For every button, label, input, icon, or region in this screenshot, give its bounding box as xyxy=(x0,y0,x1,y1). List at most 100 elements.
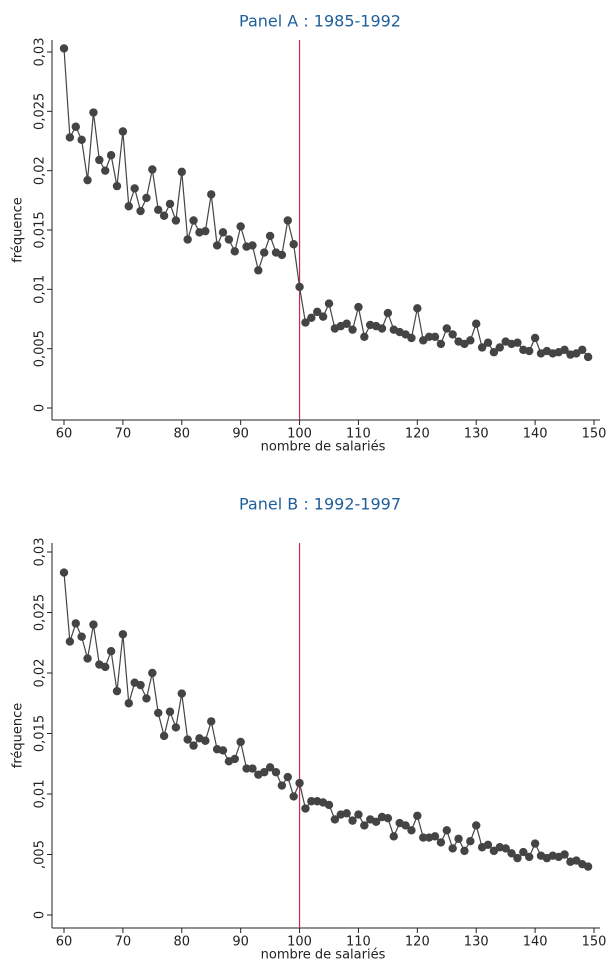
data-point xyxy=(348,325,357,334)
y-tick-label: 0,005 xyxy=(33,330,48,367)
y-tick-label: 0,025 xyxy=(33,594,48,631)
series-line xyxy=(63,48,589,358)
data-point xyxy=(507,849,516,858)
data-point xyxy=(460,846,469,856)
data-point xyxy=(318,312,328,321)
data-point xyxy=(383,814,393,823)
data-point xyxy=(283,216,292,225)
x-tick-label: 60 xyxy=(56,427,73,442)
data-point xyxy=(436,339,446,349)
data-point xyxy=(448,330,457,339)
data-point xyxy=(342,319,351,328)
data-point xyxy=(224,235,234,244)
data-point xyxy=(301,804,310,813)
data-point xyxy=(489,348,499,357)
data-point xyxy=(218,228,228,237)
data-point xyxy=(183,735,192,744)
data-point xyxy=(466,836,475,846)
data-point xyxy=(360,332,369,341)
data-point xyxy=(424,332,434,341)
data-point xyxy=(101,166,110,175)
x-tick-label: 80 xyxy=(174,427,191,442)
data-point xyxy=(483,840,493,850)
data-point xyxy=(142,694,151,703)
data-point xyxy=(560,345,569,355)
data-point xyxy=(277,781,287,790)
data-point xyxy=(212,241,222,250)
data-point xyxy=(118,630,128,639)
data-point xyxy=(230,247,239,256)
data-point xyxy=(466,336,475,345)
y-tick-label: 0,02 xyxy=(33,156,48,185)
y-tick-label: 0 xyxy=(33,911,48,919)
data-point xyxy=(442,324,451,333)
x-tick-label: 110 xyxy=(346,935,371,950)
data-point xyxy=(430,832,440,841)
x-tick-label: 70 xyxy=(115,427,132,442)
y-tick-label: 0,02 xyxy=(33,659,48,688)
x-tick-label: 120 xyxy=(405,427,430,442)
data-point xyxy=(295,778,304,788)
data-point xyxy=(283,772,292,782)
x-tick-label: 150 xyxy=(582,935,607,950)
data-point xyxy=(201,226,210,236)
data-point xyxy=(525,346,534,356)
x-tick-label: 140 xyxy=(523,935,548,950)
x-tick-label: 140 xyxy=(523,427,548,442)
panel-title: Panel B : 1992-1997 xyxy=(239,495,401,514)
data-point xyxy=(236,737,245,747)
data-point xyxy=(154,708,163,718)
data-point xyxy=(207,190,216,199)
data-point xyxy=(301,318,310,327)
data-point xyxy=(436,838,446,847)
data-point xyxy=(307,313,316,323)
data-point xyxy=(313,307,322,317)
data-point xyxy=(136,680,145,690)
data-point xyxy=(578,345,587,355)
data-point xyxy=(248,241,257,250)
data-point xyxy=(106,647,116,656)
y-tick-label: 0 xyxy=(33,404,48,412)
data-point xyxy=(330,815,340,824)
x-tick-label: 90 xyxy=(232,935,249,950)
data-point xyxy=(148,165,157,174)
y-tick-label: 0,01 xyxy=(33,275,48,304)
data-point xyxy=(248,764,257,773)
data-point xyxy=(65,133,75,142)
data-point xyxy=(59,568,69,577)
data-point xyxy=(77,135,86,145)
data-point xyxy=(583,862,593,871)
data-point xyxy=(383,308,393,318)
x-tick-label: 130 xyxy=(464,935,489,950)
data-point xyxy=(324,299,334,308)
data-point xyxy=(171,216,181,225)
y-tick-label: 0,025 xyxy=(33,93,48,130)
data-point xyxy=(177,167,186,177)
data-point xyxy=(530,839,540,848)
data-point xyxy=(477,343,487,352)
data-point xyxy=(495,343,504,352)
data-point xyxy=(165,199,175,209)
data-point xyxy=(271,768,281,777)
data-point xyxy=(448,844,457,853)
data-point xyxy=(183,235,192,244)
y-tick-label: 0,03 xyxy=(33,538,48,567)
x-tick-label: 80 xyxy=(174,935,191,950)
data-point xyxy=(95,155,104,165)
x-axis-label: nombre de salariés xyxy=(261,948,386,963)
data-point xyxy=(371,817,381,827)
data-point xyxy=(389,832,398,841)
data-point xyxy=(83,175,92,185)
data-point xyxy=(89,108,98,117)
data-point xyxy=(207,717,216,726)
data-point xyxy=(159,211,169,220)
data-point xyxy=(230,754,239,764)
y-tick-label: 0,015 xyxy=(33,715,48,752)
y-tick-label: ,005 xyxy=(33,840,48,869)
data-point xyxy=(154,205,163,215)
data-point xyxy=(265,231,275,241)
data-point xyxy=(142,193,151,203)
x-tick-label: 100 xyxy=(287,935,312,950)
